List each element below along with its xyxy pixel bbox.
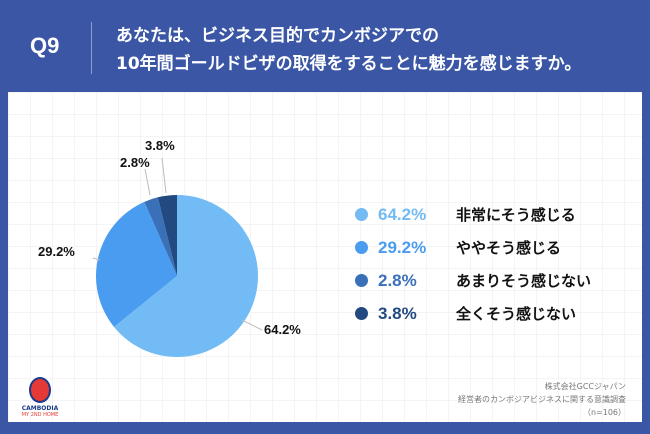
source-company: 株式会社GCCジャパン [544,382,626,391]
legend-pct: 29.2% [378,237,427,257]
pie-slice [113,195,259,357]
pie-slice [157,195,177,276]
pie-slice [144,197,177,276]
pie-label-somewhat: 29.2% [38,244,75,259]
emblem-icon [29,377,51,403]
question-number: Q9 [30,33,60,58]
pie-label-not-much: 2.8% [120,155,150,170]
title-line-2: 10年間ゴールドビザの取得をすることに魅力を感じますか。 [116,54,582,74]
legend-item: 64.2% 非常にそう感じる [355,198,591,231]
cambodia-logo: CAMBODIA MY 2ND HOME [18,377,62,418]
legend-label: 非常にそう感じる [456,206,576,224]
legend-item: 3.8% 全くそう感じない [355,297,591,330]
logo-subtext: MY 2ND HOME [21,412,59,418]
question-title: あなたは、ビジネス目的でカンボジアでの 10年間ゴールドビザの取得をすることに魅… [116,22,581,78]
legend-item: 2.8% あまりそう感じない [355,264,591,297]
header-divider [91,22,92,74]
legend-pct: 2.8% [378,270,417,290]
legend-pct: 64.2% [378,204,427,224]
legend-dot-icon [355,307,368,320]
pie-label-not-at-all: 3.8% [145,138,175,153]
source-sample-size: （n=106） [582,408,626,417]
title-line-1: あなたは、ビジネス目的でカンボジアでの [116,26,439,46]
source-survey: 経営者のカンボジアビジネスに関する意識調査 [458,395,626,404]
legend-dot-icon [355,241,368,254]
header: Q9 あなたは、ビジネス目的でカンボジアでの 10年間ゴールドビザの取得をするこ… [0,0,650,92]
pie-slice [96,201,177,327]
legend: 64.2% 非常にそう感じる 29.2% ややそう感じる 2.8% あまりそう感… [355,198,591,330]
legend-dot-icon [355,208,368,221]
source-note: 株式会社GCCジャパン 経営者のカンボジアビジネスに関する意識調査 （n=106… [458,380,626,419]
logo-text: CAMBODIA [21,405,59,412]
legend-dot-icon [355,274,368,287]
legend-item: 29.2% ややそう感じる [355,231,591,264]
legend-label: あまりそう感じない [456,272,592,290]
legend-pct: 3.8% [378,303,417,323]
legend-label: 全くそう感じない [456,305,577,323]
legend-label: ややそう感じる [456,239,562,257]
pie-label-very: 64.2% [264,322,301,337]
